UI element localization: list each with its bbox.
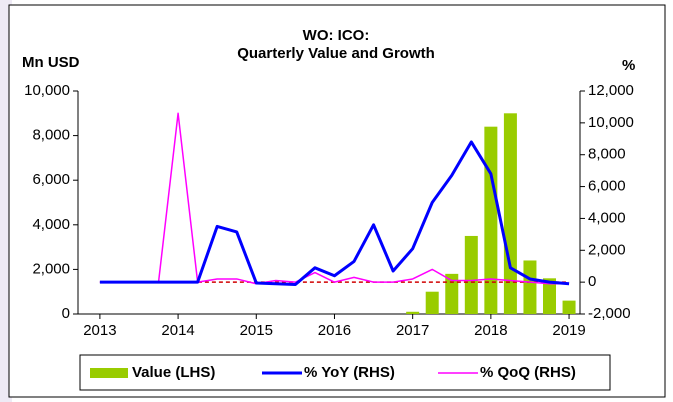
x-tick-label: 2015: [240, 322, 273, 339]
x-tick-label: 2019: [552, 322, 585, 339]
bar: [464, 235, 478, 314]
y-tick-label: 10,000: [24, 82, 70, 99]
x-tick-label: 2017: [396, 322, 429, 339]
y2-tick-label: 10,000: [588, 114, 634, 131]
bar: [543, 278, 557, 314]
bar: [503, 113, 517, 314]
x-tick-label: 2013: [83, 322, 116, 339]
bar: [406, 311, 420, 314]
bar: [523, 260, 537, 314]
x-tick-label: 2014: [161, 322, 194, 339]
legend-label: Value (LHS): [132, 364, 215, 381]
y2-tick-label: 6,000: [588, 178, 626, 195]
y-axis-label: Mn USD: [22, 54, 80, 71]
legend-label: % QoQ (RHS): [480, 364, 576, 381]
chart-title: WO: ICO:: [303, 27, 370, 44]
bar: [562, 300, 576, 314]
y2-tick-label: -2,000: [588, 305, 631, 322]
legend-swatch: [90, 368, 128, 378]
x-tick-label: 2016: [318, 322, 351, 339]
chart-frame: [8, 4, 666, 398]
y-tick-label: 6,000: [32, 171, 70, 188]
line-series: [99, 140, 570, 287]
y-tick-label: 4,000: [32, 216, 70, 233]
legend-box: [79, 354, 611, 391]
x-tick-label: 2018: [474, 322, 507, 339]
y2-tick-label: 8,000: [588, 146, 626, 163]
y2-tick-label: 4,000: [588, 209, 626, 226]
y2-tick-label: 2,000: [588, 241, 626, 258]
y-tick-label: 2,000: [32, 260, 70, 277]
chart-title: Quarterly Value and Growth: [237, 45, 435, 62]
y-tick-label: 8,000: [32, 127, 70, 144]
legend-label: % YoY (RHS): [304, 364, 395, 381]
y2-tick-label: 0: [588, 273, 596, 290]
y2-tick-label: 12,000: [588, 82, 634, 99]
y2-axis-label: %: [622, 57, 635, 74]
line-series: [99, 112, 570, 285]
bar: [425, 291, 439, 314]
bar: [484, 126, 498, 315]
bar: [445, 273, 459, 314]
y-tick-label: 0: [62, 305, 70, 322]
